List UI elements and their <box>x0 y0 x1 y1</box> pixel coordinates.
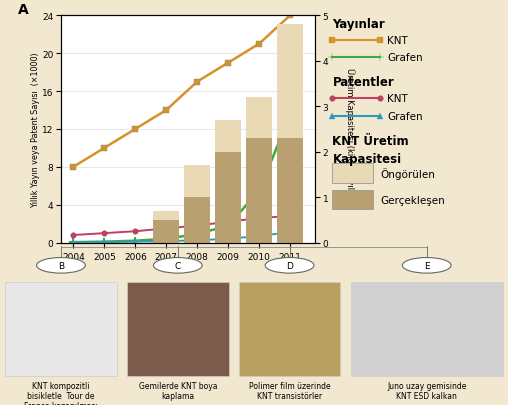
Text: KNT: KNT <box>387 36 408 46</box>
Bar <box>215 121 241 243</box>
Text: Öngörülen: Öngörülen <box>380 167 435 179</box>
Text: Gemilerde KNT boya
kaplama: Gemilerde KNT boya kaplama <box>139 381 217 400</box>
Circle shape <box>153 258 202 273</box>
Circle shape <box>402 258 451 273</box>
FancyBboxPatch shape <box>5 282 117 376</box>
Text: Grafen: Grafen <box>387 53 423 63</box>
Bar <box>153 220 179 243</box>
Text: C: C <box>175 261 181 270</box>
FancyBboxPatch shape <box>332 190 373 210</box>
Text: KNT Üretim: KNT Üretim <box>332 134 409 147</box>
Text: D: D <box>286 261 293 270</box>
FancyBboxPatch shape <box>239 282 340 376</box>
Circle shape <box>265 258 314 273</box>
Text: Grafen: Grafen <box>387 111 423 121</box>
FancyBboxPatch shape <box>332 164 373 183</box>
Text: Juno uzay gemisinde
KNT ESD kalkan: Juno uzay gemisinde KNT ESD kalkan <box>387 381 466 400</box>
Y-axis label: Üretim Kapasitesi (kiloton/yıl): Üretim Kapasitesi (kiloton/yıl) <box>345 68 355 192</box>
Bar <box>184 198 210 243</box>
Bar <box>277 139 303 243</box>
FancyBboxPatch shape <box>127 282 229 376</box>
Text: A: A <box>18 2 28 17</box>
Circle shape <box>37 258 85 273</box>
Bar <box>246 139 272 243</box>
Y-axis label: Yıllık Yayın veya Patent Sayısı  (×1000): Yıllık Yayın veya Patent Sayısı (×1000) <box>31 52 41 207</box>
Bar <box>215 152 241 243</box>
Bar <box>246 98 272 243</box>
Text: Patentler: Patentler <box>332 76 394 89</box>
Bar <box>277 25 303 243</box>
Text: Kapasitesi: Kapasitesi <box>332 153 401 166</box>
Text: KNT kompozitli
bisikletle  Tour de
France kazanılması: KNT kompozitli bisikletle Tour de France… <box>24 381 98 405</box>
Text: B: B <box>58 261 64 270</box>
Bar <box>153 211 179 243</box>
Text: Gerçekleşen: Gerçekleşen <box>380 195 444 205</box>
Text: KNT: KNT <box>387 94 408 104</box>
Text: E: E <box>424 261 430 270</box>
Text: Polimer film üzerinde
KNT transistörler: Polimer film üzerinde KNT transistörler <box>249 381 330 400</box>
Text: Yayınlar: Yayınlar <box>332 18 385 31</box>
Bar <box>184 166 210 243</box>
FancyBboxPatch shape <box>351 282 503 376</box>
